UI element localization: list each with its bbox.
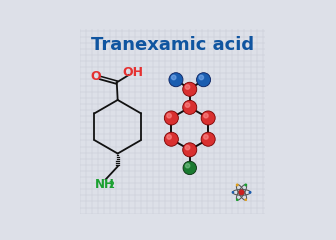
Circle shape (201, 111, 215, 125)
Circle shape (164, 132, 178, 146)
Circle shape (249, 192, 251, 193)
Circle shape (237, 199, 238, 200)
Text: Tranexamic acid: Tranexamic acid (91, 36, 254, 54)
Circle shape (204, 114, 208, 118)
Circle shape (197, 73, 211, 87)
Circle shape (167, 135, 171, 139)
Text: O: O (91, 70, 101, 83)
Circle shape (183, 100, 197, 114)
Circle shape (239, 190, 244, 195)
Text: 2: 2 (108, 181, 114, 190)
Circle shape (183, 82, 197, 96)
Circle shape (232, 192, 234, 193)
Text: OH: OH (122, 66, 143, 79)
Circle shape (237, 184, 238, 186)
Circle shape (185, 164, 190, 168)
Circle shape (167, 114, 171, 118)
Circle shape (185, 145, 190, 150)
Circle shape (245, 184, 247, 186)
Circle shape (183, 143, 197, 157)
Circle shape (201, 132, 215, 146)
Circle shape (164, 111, 178, 125)
Circle shape (169, 73, 183, 87)
Circle shape (199, 75, 204, 80)
Text: NH: NH (95, 178, 115, 191)
Circle shape (245, 199, 246, 200)
Circle shape (183, 161, 197, 175)
Circle shape (185, 85, 190, 89)
Circle shape (171, 75, 176, 80)
Circle shape (185, 103, 190, 107)
Circle shape (204, 135, 208, 139)
